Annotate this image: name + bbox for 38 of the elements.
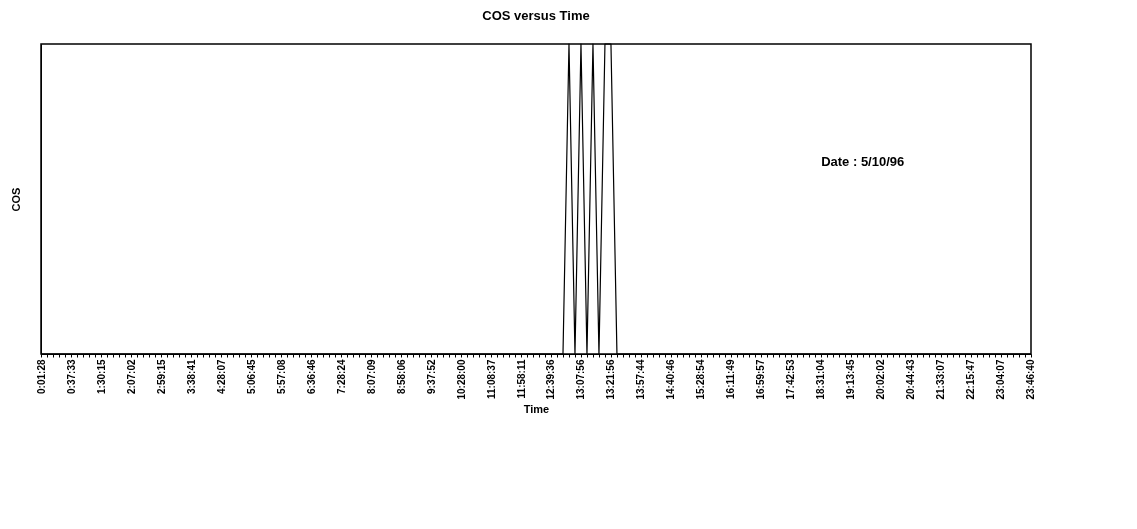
x-tick-label: 5:57:08 — [275, 359, 287, 394]
x-tick-label: 17:42:53 — [785, 359, 797, 400]
chart-title: COS versus Time — [482, 8, 590, 24]
x-tick-label: 16:11:49 — [725, 359, 737, 399]
x-tick-label: 10:28:00 — [455, 359, 467, 400]
x-tick-label: 0:01:28 — [35, 359, 47, 394]
x-tick-label: 2:59:15 — [155, 359, 167, 394]
x-tick-label: 16:59:57 — [755, 359, 767, 400]
x-tick-label: 13:21:56 — [605, 359, 617, 400]
x-tick-label: 0:37:33 — [65, 359, 77, 394]
x-tick-label: 13:07:56 — [575, 359, 587, 400]
x-tick-label: 23:46:40 — [1025, 359, 1037, 400]
x-tick-label: 3:38:41 — [185, 359, 197, 394]
x-tick-label: 21:33:07 — [935, 359, 947, 400]
x-axis-title: Time — [523, 402, 550, 415]
x-tick-label: 22:15:47 — [965, 359, 977, 400]
x-tick-label: 19:13:45 — [845, 359, 857, 400]
y-axis-title: COS — [9, 187, 22, 212]
x-tick-label: 5:06:45 — [245, 359, 257, 394]
x-tick-label: 18:31:04 — [815, 359, 827, 400]
x-tick-label: 2:07:02 — [125, 359, 137, 394]
x-tick-label: 7:28:24 — [335, 359, 347, 394]
x-tick-label: 20:44:43 — [905, 359, 917, 400]
x-tick-label: 9:37:52 — [425, 359, 437, 394]
x-tick-label: 11:08:37 — [485, 359, 497, 399]
x-tick-label: 8:58:06 — [395, 359, 407, 394]
x-tick-label: 23:04:07 — [995, 359, 1007, 400]
x-tick-label: 6:36:46 — [305, 359, 317, 394]
annotation: Date : 5/10/96 — [821, 153, 905, 169]
x-tick-label: 14:40:46 — [665, 359, 677, 400]
x-tick-label: 1:30:15 — [95, 359, 107, 394]
x-tick-label: 11:58:11 — [515, 359, 527, 399]
x-tick-label: 8:07:09 — [365, 359, 377, 394]
x-tick-label: 13:57:44 — [635, 359, 647, 400]
x-tick-label: 15:28:54 — [695, 359, 707, 400]
x-tick-label: 20:02:02 — [875, 359, 887, 400]
x-tick-label: 4:28:07 — [215, 359, 227, 394]
x-tick-label: 12:39:36 — [545, 359, 557, 400]
